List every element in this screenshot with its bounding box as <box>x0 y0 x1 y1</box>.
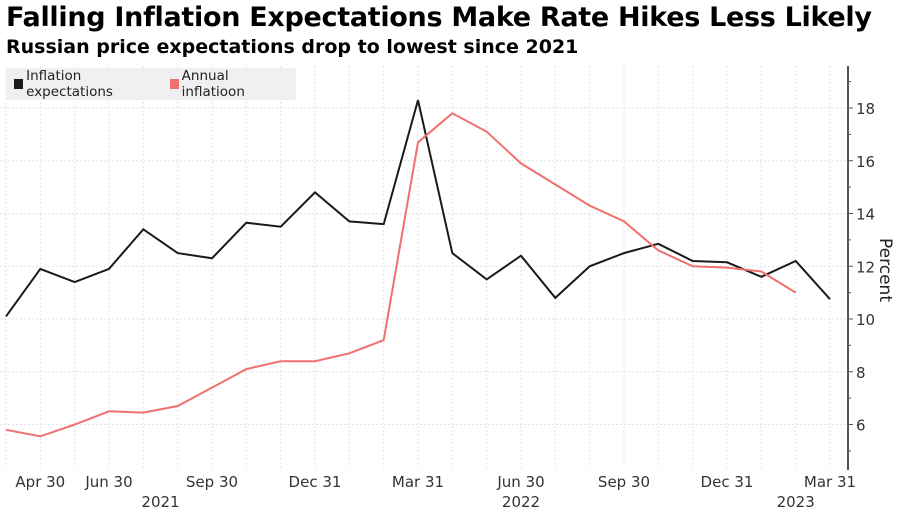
x-year-label: 2022 <box>502 493 540 510</box>
legend-swatch-inflation-expectations <box>14 79 24 89</box>
y-tick-label: 10 <box>856 311 875 329</box>
y-tick-label: 6 <box>856 417 866 435</box>
y-axis: 6 8 10 12 14 16 18 <box>847 66 875 470</box>
y-tick-label: 14 <box>856 206 875 224</box>
x-axis: Apr 30 Jun 30 Sep 30 Dec 31 Mar 31 Jun 30 Sep … <box>15 473 856 510</box>
legend-item-inflation-expectations: Inflation expectations <box>14 68 160 100</box>
chart-subtitle: Russian price expectations drop to lowes… <box>6 36 579 58</box>
legend-swatch-annual-inflation <box>169 79 179 89</box>
legend-label: Annual inflatioon <box>181 68 245 100</box>
chart-title: Falling Inflation Expectations Make Rate… <box>6 2 872 33</box>
x-year-label: 2021 <box>141 493 179 510</box>
x-tick-label: Jun 30 <box>496 473 544 491</box>
y-tick-label: 16 <box>856 153 875 171</box>
series-line-annual-inflation <box>5 112 797 438</box>
x-year-label: 2023 <box>777 493 815 510</box>
x-tick-label: Dec 31 <box>701 473 754 491</box>
x-tick-label: Dec 31 <box>289 473 342 491</box>
y-tick-label: 18 <box>856 100 875 118</box>
legend: Inflation expectations Annual inflatioon <box>6 68 296 100</box>
y-tick-label: 8 <box>856 364 866 382</box>
legend-label: Inflation expectations <box>26 68 113 100</box>
x-tick-label: Mar 31 <box>392 473 444 491</box>
grid-lines <box>0 66 848 468</box>
x-tick-label: Mar 31 <box>804 473 856 491</box>
legend-item-annual-inflation: Annual inflatioon <box>169 68 286 100</box>
x-tick-label: Sep 30 <box>598 473 650 491</box>
series-lines <box>5 99 831 438</box>
y-tick-label: 12 <box>856 258 875 276</box>
y-axis-title: Percent <box>875 238 895 302</box>
x-tick-label: Jun 30 <box>84 473 132 491</box>
x-tick-label: Sep 30 <box>186 473 238 491</box>
x-tick-label: Apr 30 <box>15 473 65 491</box>
